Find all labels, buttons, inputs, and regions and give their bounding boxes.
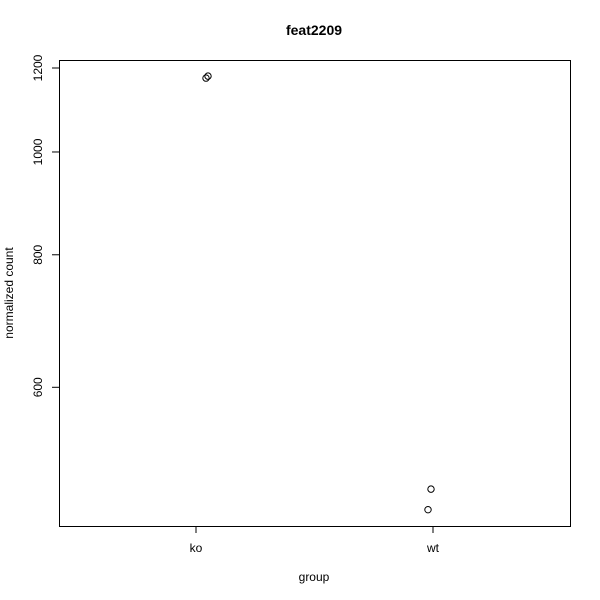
x-tick-label-wt: wt [426, 541, 440, 555]
plot-frame [59, 60, 571, 527]
y-tick-label: 1000 [31, 138, 45, 165]
data-point-ko [202, 74, 210, 82]
x-axis-label: group [299, 570, 330, 584]
chart-title: feat2209 [286, 22, 342, 38]
data-point-wt [427, 485, 435, 493]
y-tick-label: 1200 [31, 54, 45, 81]
y-tick-label: 600 [31, 377, 45, 397]
data-point-wt [424, 505, 432, 514]
y-axis-label: normalized count [2, 247, 16, 339]
x-tick-label-ko: ko [190, 541, 203, 555]
data-point-ko [204, 72, 212, 80]
y-tick-label: 800 [31, 244, 45, 264]
